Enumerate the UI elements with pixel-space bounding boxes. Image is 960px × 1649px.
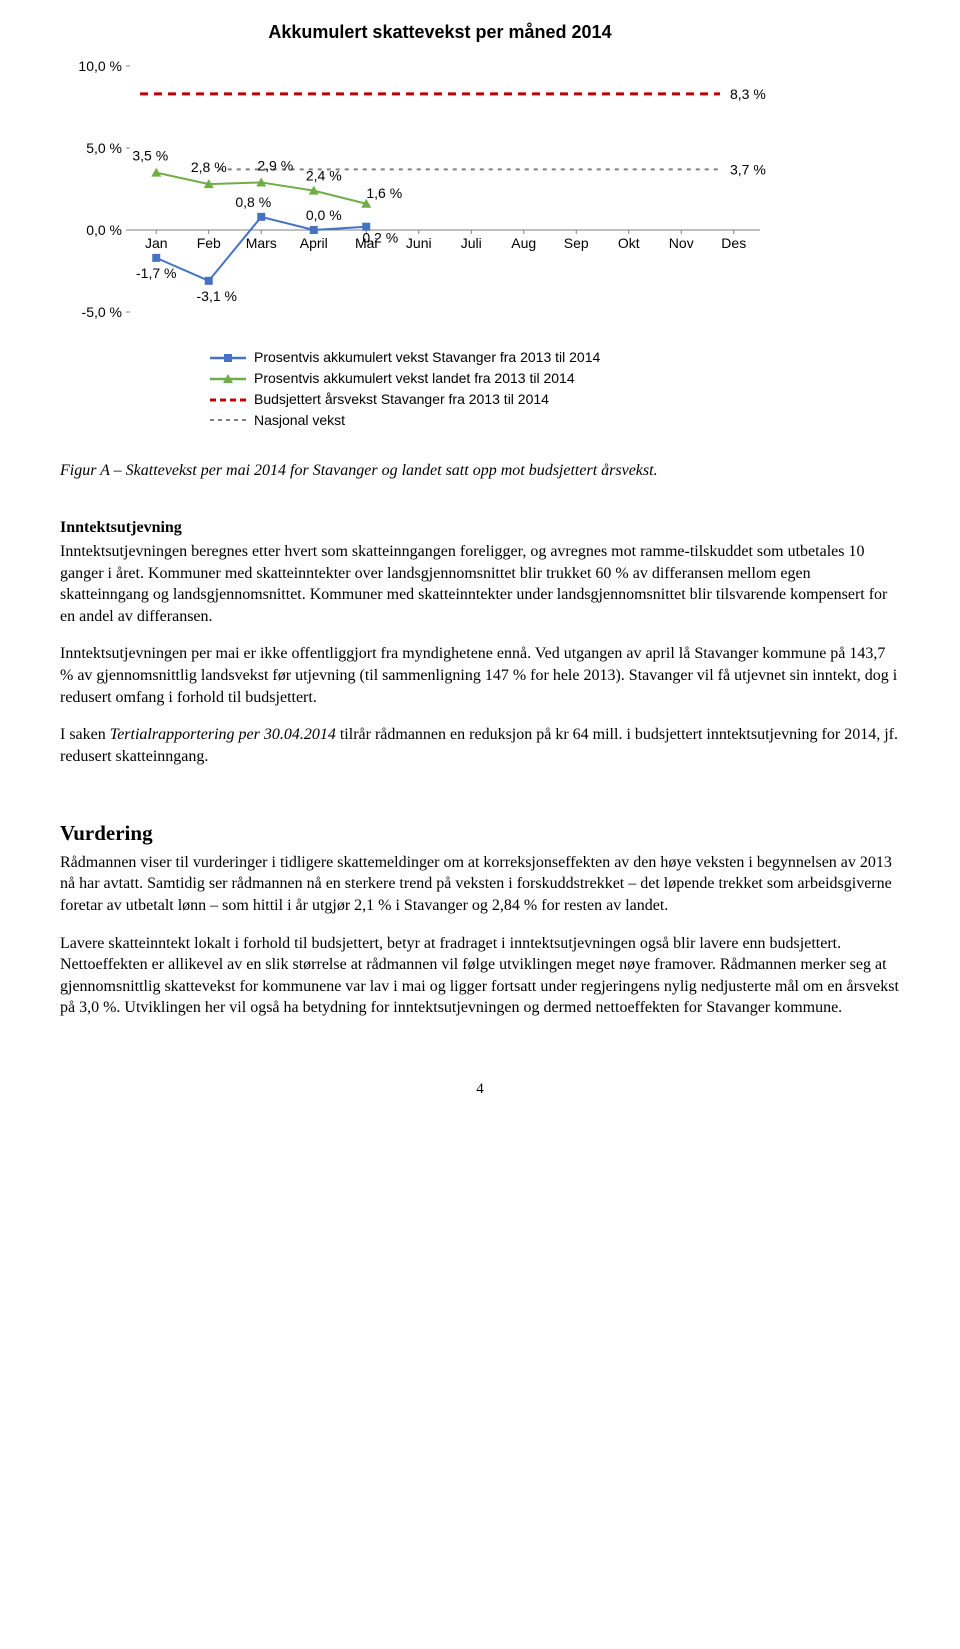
legend-row: Budsjettert årsvekst Stavanger fra 2013 … (210, 390, 820, 409)
chart-title: Akkumulert skattevekst per måned 2014 (60, 20, 820, 44)
svg-text:April: April (300, 235, 328, 251)
chart-container: Akkumulert skattevekst per måned 2014 -5… (60, 20, 820, 430)
text-run-italic: Tertialrapportering per 30.04.2014 (110, 726, 336, 743)
body-paragraph: Inntektsutjevningen per mai er ikke offe… (60, 643, 900, 708)
legend-label: Nasjonal vekst (254, 411, 345, 430)
legend-row: Nasjonal vekst (210, 411, 820, 430)
svg-text:0,8 %: 0,8 % (235, 194, 271, 210)
svg-text:3,7 %: 3,7 % (730, 162, 766, 178)
legend-swatch-nasjonal (210, 413, 246, 427)
legend-swatch-stavanger (210, 351, 246, 365)
svg-text:2,8 %: 2,8 % (191, 159, 227, 175)
legend-label: Budsjettert årsvekst Stavanger fra 2013 … (254, 390, 549, 409)
svg-text:-3,1 %: -3,1 % (197, 288, 237, 304)
svg-text:-5,0 %: -5,0 % (82, 304, 122, 320)
svg-text:Feb: Feb (197, 235, 221, 251)
section-heading-vurdering: Vurdering (60, 819, 900, 847)
svg-text:0,0 %: 0,0 % (306, 207, 342, 223)
svg-text:Sep: Sep (564, 235, 589, 251)
svg-text:0,0 %: 0,0 % (86, 222, 122, 238)
legend-row: Prosentvis akkumulert vekst landet fra 2… (210, 369, 820, 388)
legend-swatch-budsjettert (210, 393, 246, 407)
svg-text:Juli: Juli (461, 235, 482, 251)
body-paragraph: Inntektsutjevningen beregnes etter hvert… (60, 541, 900, 627)
body-paragraph: Rådmannen viser til vurderinger i tidlig… (60, 852, 900, 917)
svg-text:1,6 %: 1,6 % (366, 185, 402, 201)
svg-text:0,2 %: 0,2 % (362, 230, 398, 246)
svg-text:2,9 %: 2,9 % (257, 158, 293, 174)
svg-text:2,4 %: 2,4 % (306, 168, 342, 184)
svg-text:5,0 %: 5,0 % (86, 140, 122, 156)
svg-text:Aug: Aug (511, 235, 536, 251)
legend-label: Prosentvis akkumulert vekst landet fra 2… (254, 369, 575, 388)
svg-text:10,0 %: 10,0 % (78, 58, 122, 74)
section-heading-inntekts: Inntektsutjevning (60, 517, 900, 539)
svg-text:Okt: Okt (618, 235, 640, 251)
svg-text:Nov: Nov (669, 235, 694, 251)
page-number: 4 (60, 1079, 900, 1099)
legend-row: Prosentvis akkumulert vekst Stavanger fr… (210, 348, 820, 367)
text-run: I saken (60, 726, 110, 743)
body-paragraph: I saken Tertialrapportering per 30.04.20… (60, 724, 900, 767)
svg-text:-1,7 %: -1,7 % (136, 265, 176, 281)
svg-text:3,5 %: 3,5 % (132, 148, 168, 164)
svg-text:8,3 %: 8,3 % (730, 86, 766, 102)
svg-text:Juni: Juni (406, 235, 432, 251)
svg-text:Jan: Jan (145, 235, 168, 251)
chart-legend: Prosentvis akkumulert vekst Stavanger fr… (210, 348, 820, 430)
figure-caption: Figur A – Skattevekst per mai 2014 for S… (60, 460, 900, 482)
body-paragraph: Lavere skatteinntekt lokalt i forhold ti… (60, 933, 900, 1019)
svg-text:Des: Des (721, 235, 746, 251)
chart-plot: -5,0 %0,0 %5,0 %10,0 %JanFebMarsAprilMai… (60, 56, 820, 336)
svg-text:Mars: Mars (246, 235, 277, 251)
legend-swatch-landet (210, 372, 246, 386)
legend-label: Prosentvis akkumulert vekst Stavanger fr… (254, 348, 600, 367)
